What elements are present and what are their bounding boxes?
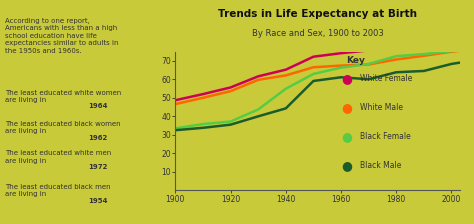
Text: 1962: 1962 <box>88 135 107 141</box>
Text: The least educated black women
are living in: The least educated black women are livin… <box>5 121 120 134</box>
Text: Black Female: Black Female <box>360 132 411 141</box>
Text: Black Male: Black Male <box>360 161 401 170</box>
Text: ●: ● <box>341 72 352 85</box>
Text: ●: ● <box>341 130 352 143</box>
Text: By Race and Sex, 1900 to 2003: By Race and Sex, 1900 to 2003 <box>252 29 383 38</box>
Text: The least educated black men
are living in: The least educated black men are living … <box>5 184 110 197</box>
Text: 1972: 1972 <box>88 164 107 170</box>
Text: Key: Key <box>346 56 365 65</box>
Text: The least educated white women
are living in: The least educated white women are livin… <box>5 90 121 103</box>
Text: 1964: 1964 <box>88 103 107 110</box>
Text: Trends in Life Expectancy at Birth: Trends in Life Expectancy at Birth <box>218 9 417 19</box>
Text: 1954: 1954 <box>88 198 107 204</box>
Text: ●: ● <box>341 101 352 114</box>
Text: ●: ● <box>341 159 352 172</box>
Text: White Male: White Male <box>360 103 403 112</box>
Text: According to one report,
Americans with less than a high
school education have l: According to one report, Americans with … <box>5 18 118 54</box>
Text: The least educated white men
are living in: The least educated white men are living … <box>5 150 111 164</box>
Text: White Female: White Female <box>360 74 412 83</box>
